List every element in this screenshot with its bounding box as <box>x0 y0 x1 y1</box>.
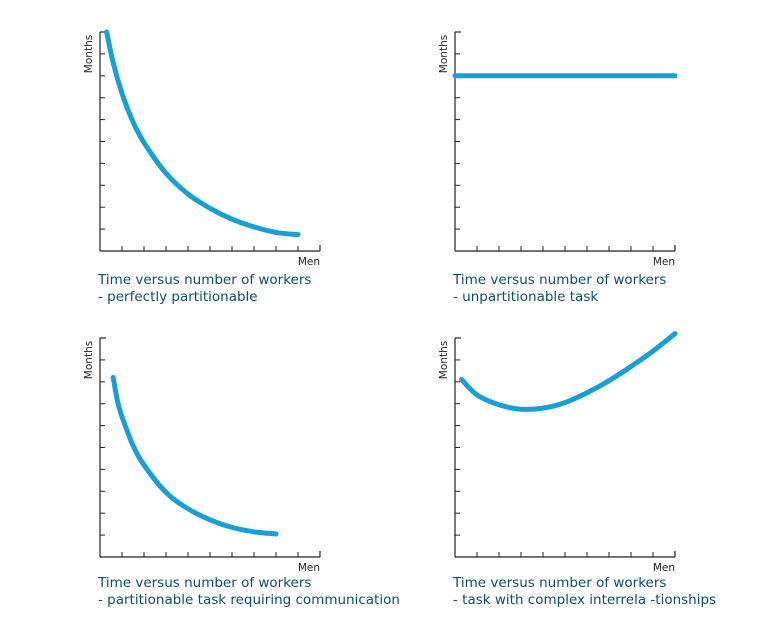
chart-1-svg: Months Men <box>83 29 321 268</box>
chart-3-caption: Time versus number of workers - partitio… <box>98 575 400 609</box>
chart-3-xlabel: Men <box>298 562 320 574</box>
chart-1-ylabel: Months <box>83 35 95 73</box>
chart-1-caption-line1: Time versus number of workers <box>98 272 312 288</box>
chart-4-caption-line1: Time versus number of workers <box>453 575 667 591</box>
chart-1-series-line <box>104 29 301 238</box>
chart-3-caption-line2: - partitionable task requiring communica… <box>98 592 400 608</box>
chart-4-svg: Months Men <box>438 331 678 574</box>
chart-3-ylabel: Months <box>83 341 95 379</box>
chart-1-caption: Time versus number of workers - perfectl… <box>98 272 311 306</box>
chart-panel-2: Months Men Time versus number of workers … <box>425 20 725 320</box>
chart-3-caption-line1: Time versus number of workers <box>98 575 312 591</box>
chart-1-xlabel: Men <box>298 256 320 268</box>
chart-4-caption-line2: - task with complex interrela -tionships <box>453 592 717 608</box>
chart-2-caption: Time versus number of workers - unpartit… <box>453 272 666 306</box>
chart-panel-1: Months Men Time versus number of workers … <box>70 20 370 320</box>
chart-1-caption-line2: - perfectly partitionable <box>98 289 258 305</box>
chart-3-series-line <box>110 374 279 537</box>
chart-2-caption-line1: Time versus number of workers <box>453 272 667 288</box>
chart-2-caption-line2: - unpartitionable task <box>453 289 599 305</box>
chart-panel-4: Months Men Time versus number of workers … <box>425 326 735 626</box>
chart-panel-3: Months Men Time versus number of workers … <box>70 326 410 626</box>
chart-3-svg: Months Men <box>83 337 321 574</box>
chart-2-xlabel: Men <box>653 256 675 268</box>
chart-4-caption: Time versus number of workers - task wit… <box>453 575 716 609</box>
chart-2-ylabel: Months <box>438 35 450 73</box>
chart-4-series-line <box>459 331 678 412</box>
chart-4-ylabel: Months <box>438 341 450 379</box>
chart-2-svg: Months Men <box>438 31 678 268</box>
chart-4-xlabel: Men <box>653 562 675 574</box>
